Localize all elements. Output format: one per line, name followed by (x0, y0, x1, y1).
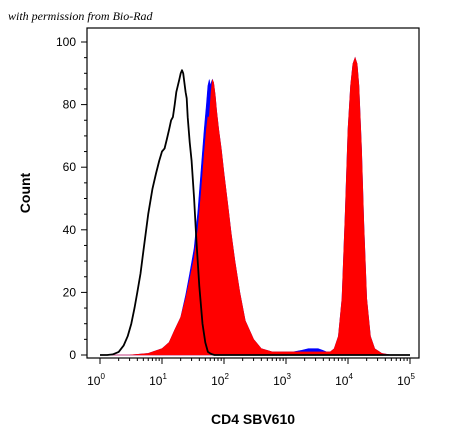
x-tick-label: 102 (211, 372, 229, 388)
series-layer (100, 56, 410, 356)
histogram-series-1 (100, 56, 410, 356)
x-tick-label: 101 (149, 372, 167, 388)
y-tick-label: 40 (63, 223, 77, 237)
y-axis-ticks: 0 20 40 60 80 100 (56, 35, 87, 362)
y-tick-label: 20 (63, 285, 77, 299)
y-tick-label: 100 (56, 35, 76, 49)
y-tick-label: 0 (69, 348, 76, 362)
credit-text: with permission from Bio-Rad (8, 9, 154, 23)
histogram-series-2 (100, 69, 410, 356)
x-axis-title: CD4 SBV610 (211, 411, 295, 427)
y-axis-title: Count (17, 172, 33, 213)
x-tick-label: 100 (87, 372, 105, 388)
x-tick-label: 103 (273, 372, 291, 388)
x-axis-ticks: 100 101 102 103 104 105 (87, 358, 415, 388)
y-tick-label: 80 (63, 98, 77, 112)
x-tick-label: 104 (335, 372, 353, 388)
plot-frame (86, 27, 420, 359)
x-tick-label: 105 (397, 372, 415, 388)
y-tick-label: 60 (63, 160, 77, 174)
